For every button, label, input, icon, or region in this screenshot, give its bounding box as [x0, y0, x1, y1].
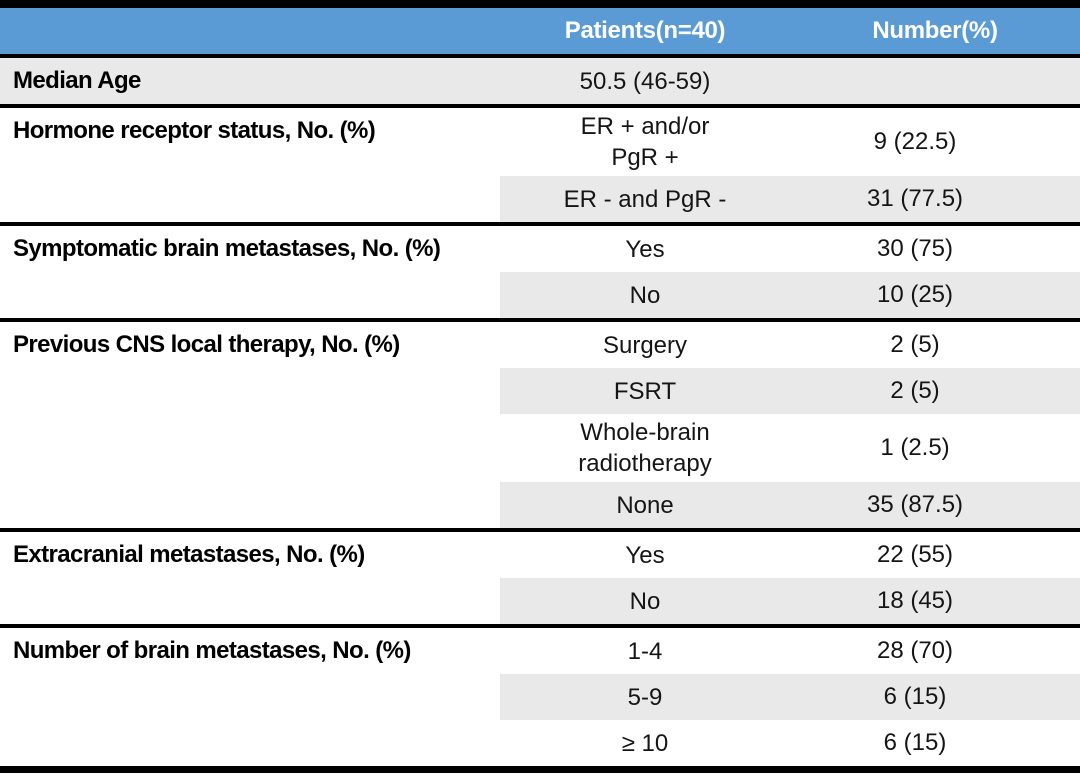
number-cell: 31 (77.5) — [866, 185, 964, 212]
table-header-row: Patients(n=40) Number(%) — [0, 8, 1080, 54]
number-cell: 18 (45) — [876, 587, 954, 614]
table-row: ≥ 10 6 (15) — [500, 720, 1080, 766]
category-cell: Surgery — [602, 331, 688, 359]
number-cell: 22 (55) — [876, 541, 954, 568]
number-cell: 10 (25) — [876, 281, 954, 308]
table-group: Hormone receptor status, No. (%) ER + and… — [0, 104, 1080, 222]
table-group: Previous CNS local therapy, No. (%) Surge… — [0, 318, 1080, 528]
group-rows: ER + and/or PgR + 9 (22.5) ER - and PgR - 3… — [500, 108, 1080, 222]
number-cell: 1 (2.5) — [880, 434, 950, 461]
table-row: Whole-brain radiotherapy 1 (2.5) — [500, 414, 1080, 482]
header-number: Number(%) — [872, 17, 998, 44]
table-row: 1-4 28 (70) — [500, 628, 1080, 674]
group-label: Median Age — [13, 67, 141, 94]
number-cell: 35 (87.5) — [866, 491, 964, 518]
number-cell: 30 (75) — [876, 235, 954, 262]
table-row: ER - and PgR - 31 (77.5) — [500, 176, 1080, 222]
table-row: Surgery 2 (5) — [500, 322, 1080, 368]
table-row: Yes 22 (55) — [500, 532, 1080, 578]
table-row: FSRT 2 (5) — [500, 368, 1080, 414]
table-group: Extracranial metastases, No. (%) Yes 22 (5… — [0, 528, 1080, 624]
category-cell: No — [629, 281, 661, 309]
table-row: ER + and/or PgR + 9 (22.5) — [500, 108, 1080, 176]
category-cell: Whole-brain radiotherapy — [578, 419, 712, 477]
number-cell: 2 (5) — [890, 331, 940, 358]
group-label: Number of brain metastases, No. (%) — [13, 637, 411, 664]
category-cell: ≥ 10 — [621, 729, 669, 757]
table-group: Symptomatic brain metastases, No. (%) Yes… — [0, 222, 1080, 318]
table-row: Yes 30 (75) — [500, 226, 1080, 272]
category-cell: 5-9 — [627, 683, 663, 711]
group-rows: Surgery 2 (5) FSRT 2 (5) Whole-brain radioth… — [500, 322, 1080, 528]
number-cell: 9 (22.5) — [873, 128, 957, 155]
table-row: 50.5 (46-59) — [500, 58, 1080, 104]
group-label: Hormone receptor status, No. (%) — [13, 117, 376, 144]
category-cell: Yes — [625, 235, 665, 263]
table-row: None 35 (87.5) — [500, 482, 1080, 528]
group-label: Previous CNS local therapy, No. (%) — [13, 331, 400, 358]
table-row: No 10 (25) — [500, 272, 1080, 318]
table-row: 5-9 6 (15) — [500, 674, 1080, 720]
table-row: No 18 (45) — [500, 578, 1080, 624]
group-label: Extracranial metastases, No. (%) — [13, 541, 365, 568]
number-cell: 2 (5) — [890, 377, 940, 404]
category-cell: No — [629, 587, 661, 615]
category-cell: None — [616, 491, 674, 519]
number-cell: 6 (15) — [883, 683, 947, 710]
group-rows: Yes 22 (55) No 18 (45) — [500, 532, 1080, 624]
group-rows: 50.5 (46-59) — [500, 58, 1080, 104]
number-cell: 6 (15) — [883, 729, 947, 756]
group-label: Symptomatic brain metastases, No. (%) — [13, 235, 441, 262]
table-group: Number of brain metastases, No. (%) 1-4 28… — [0, 624, 1080, 766]
group-rows: Yes 30 (75) No 10 (25) — [500, 226, 1080, 318]
category-cell: ER - and PgR - — [563, 185, 727, 213]
category-cell: ER + and/or PgR + — [580, 113, 710, 171]
number-cell: 28 (70) — [876, 637, 954, 664]
group-rows: 1-4 28 (70) 5-9 6 (15) ≥ 10 6 (15) — [500, 628, 1080, 766]
header-patients: Patients(n=40) — [564, 17, 726, 44]
table-group: Median Age 50.5 (46-59) — [0, 54, 1080, 104]
category-cell: 50.5 (46-59) — [579, 67, 711, 95]
table-body: Median Age 50.5 (46-59) Hormone receptor s… — [0, 54, 1080, 766]
category-cell: 1-4 — [627, 637, 663, 665]
category-cell: Yes — [625, 541, 665, 569]
category-cell: FSRT — [613, 377, 677, 405]
